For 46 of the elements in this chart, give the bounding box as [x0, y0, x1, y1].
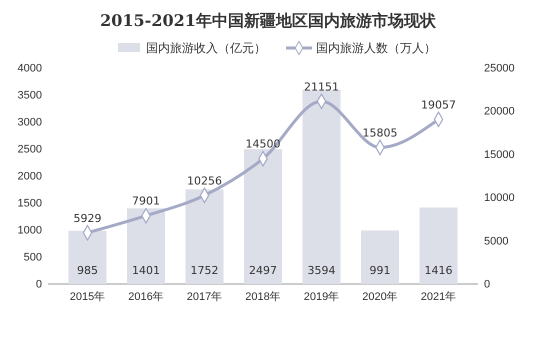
x-tick-label: 2019年 [304, 290, 340, 303]
data-label: 5929 [73, 212, 102, 225]
y2-tick-label: 25000 [484, 62, 515, 75]
x-tick-label: 2020年 [362, 290, 398, 303]
bar [244, 149, 282, 284]
bar [302, 90, 341, 284]
y-tick-label: 3500 [18, 90, 42, 102]
bar [419, 208, 458, 284]
x-tick-label: 2021年 [420, 290, 456, 303]
data-label: 1416 [424, 264, 453, 277]
bar [360, 230, 400, 284]
y-tick-label: 1000 [18, 224, 42, 237]
bar [126, 208, 166, 284]
y2-tick-label: 10000 [484, 192, 515, 204]
y-tick-label: 1500 [18, 198, 42, 210]
legend-label: 国内旅游人数（万人） [316, 41, 436, 55]
data-label: 1401 [132, 264, 160, 277]
y-tick-label: 4000 [18, 62, 42, 75]
data-label: 21151 [304, 80, 340, 94]
chart-title: 2015-2021年中国新疆地区国内旅游市场现状 [100, 11, 437, 30]
y-tick-label: 0 [36, 278, 42, 291]
data-label: 1752 [190, 264, 218, 277]
data-label: 991 [370, 264, 391, 277]
y-tick-label: 3000 [18, 116, 42, 129]
data-label: 3594 [308, 264, 336, 277]
x-tick-label: 2016年 [128, 290, 164, 303]
data-label: 19057 [421, 98, 456, 112]
y-tick-label: 2500 [18, 144, 42, 156]
x-tick-label: 2018年 [245, 290, 281, 303]
data-label: 10256 [186, 174, 222, 188]
legend-label: 国内旅游收入（亿元） [146, 41, 266, 55]
y2-tick-label: 15000 [484, 148, 515, 161]
y2-tick-label: 5000 [484, 235, 508, 248]
x-tick-label: 2017年 [186, 290, 222, 303]
y2-tick-label: 20000 [484, 106, 515, 118]
bar [185, 189, 224, 284]
data-label: 15805 [362, 126, 398, 140]
bar [68, 230, 107, 284]
data-label: 14500 [246, 138, 280, 151]
x-tick-label: 2015年 [70, 290, 106, 303]
y-tick-label: 500 [24, 252, 42, 264]
data-label: 7901 [132, 194, 160, 208]
y2-tick-label: 0 [484, 278, 490, 291]
data-label: 985 [76, 264, 98, 277]
y-tick-label: 2000 [18, 170, 42, 183]
data-label: 2497 [249, 264, 277, 277]
